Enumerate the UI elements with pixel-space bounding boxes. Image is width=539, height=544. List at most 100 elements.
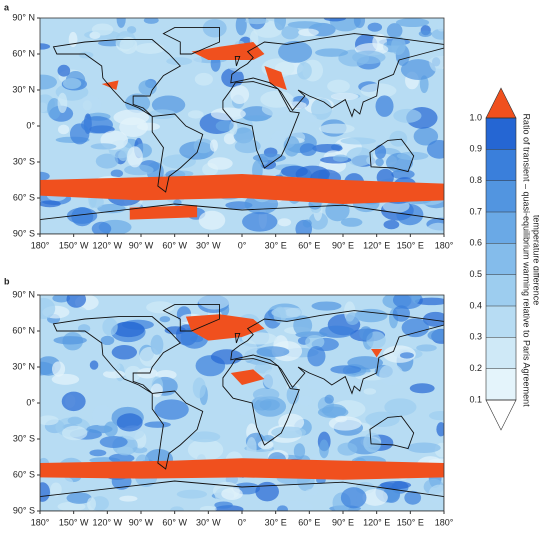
coastline [162,27,221,55]
field-patch [311,98,333,120]
field-patch [330,365,362,374]
field-patch [187,110,204,119]
field-patch [422,311,444,327]
field-patch [359,326,373,341]
colorbar-segment [486,212,516,244]
x-tick-label: 180° [31,240,50,250]
field-patch [57,124,70,135]
field-patch [414,297,444,306]
x-tick-label: 30° E [265,517,287,527]
field-patch [197,295,232,310]
coastline [52,39,181,117]
hot-region [40,174,444,204]
field-patch [409,383,435,394]
colorbar-tick-label: 0.2 [469,363,482,373]
field-patch [111,345,138,360]
field-patch [146,301,175,314]
field-patch [345,312,360,326]
field-patch [273,306,287,324]
x-tick-label: 120° W [93,240,123,250]
field-patch [375,95,394,117]
field-patch [61,425,88,441]
field-patch [330,92,359,101]
x-tick-label: 90° W [129,517,154,527]
field-patch [436,422,444,437]
field-patch [62,78,82,90]
field-patch [61,391,86,412]
x-tick-label: 150° W [59,240,89,250]
field-patch [89,449,107,457]
coastline [40,480,444,511]
coastline [230,310,444,395]
field-patch [299,143,317,156]
hot-region [101,80,119,90]
field-patch [207,157,233,170]
field-patch [282,500,314,511]
field-patch [311,301,342,311]
coastline [162,304,221,332]
colorbar-tick-label: 0.8 [469,175,482,185]
field-patch [305,334,325,349]
field-patch [40,482,51,502]
x-tick-label: 60° E [298,517,320,527]
x-tick-label: 120° E [363,517,390,527]
field-patch [399,352,414,359]
x-tick-label: 0° [238,517,247,527]
field-patch [246,437,257,459]
y-tick-label: 90° N [12,289,35,299]
colorbar-tick-label: 0.9 [469,144,482,154]
field-patch [363,432,382,453]
panel-label: b [4,276,10,286]
field-patch [79,95,102,114]
field-patch [362,489,388,506]
coastline [369,415,415,450]
field-patch [305,488,319,496]
field-patch [386,23,403,39]
field-patch [389,130,408,147]
y-tick-label: 90° S [13,228,35,238]
field-patch [256,346,290,358]
field-patch [80,116,113,134]
field-patch [367,22,383,32]
field-patch [215,120,234,132]
coastline [151,113,204,193]
field-patch [118,150,129,162]
field-patch [428,484,444,504]
field-patch [277,218,292,227]
field-patch [307,346,326,367]
field-patch [209,139,218,152]
x-tick-label: 30° W [196,517,221,527]
field-patch [202,18,227,38]
field-patch [124,164,154,176]
field-patch [51,361,66,377]
colorbar-segment [486,306,516,338]
coastline [234,55,241,67]
field-patch [252,387,280,402]
field-patch [340,487,367,509]
colorbar-label: Ratio of transient – quasi-equilibrium w… [522,113,532,407]
field-patch [406,442,441,454]
coastline [222,358,300,446]
field-patch [141,295,173,301]
colorbar-tick-label: 0.4 [469,300,482,310]
field-patch [332,154,349,162]
colorbar-tick-label: 0.6 [469,238,482,248]
panel-label: a [4,2,10,12]
field-patch [262,434,275,442]
x-tick-label: 0° [238,240,247,250]
field-patch [335,415,348,423]
x-tick-label: 150° E [397,240,424,250]
map [40,18,444,234]
field-patch [340,137,376,145]
x-tick-label: 90° E [332,517,354,527]
field-patch [57,64,71,77]
field-patch [431,28,444,40]
x-tick-label: 180° [435,240,454,250]
colorbar-over [485,87,517,119]
colorbar-segment [486,118,516,150]
x-tick-label: 90° W [129,240,154,250]
field-patch [281,165,308,178]
field-patch [171,170,194,177]
field-patch [40,415,59,426]
field-patch [89,196,104,208]
